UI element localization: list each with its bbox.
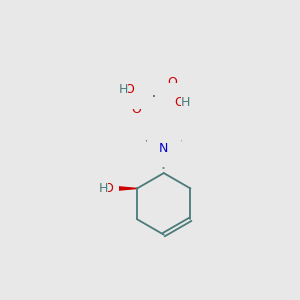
Text: O: O bbox=[131, 103, 141, 116]
Text: O: O bbox=[167, 76, 177, 89]
Text: O: O bbox=[174, 96, 184, 109]
Text: H: H bbox=[118, 83, 128, 96]
Text: O: O bbox=[124, 83, 134, 96]
Polygon shape bbox=[116, 187, 137, 190]
Text: N: N bbox=[159, 142, 168, 155]
Text: H: H bbox=[181, 96, 190, 109]
Text: O: O bbox=[103, 182, 113, 195]
Text: H: H bbox=[98, 182, 108, 195]
